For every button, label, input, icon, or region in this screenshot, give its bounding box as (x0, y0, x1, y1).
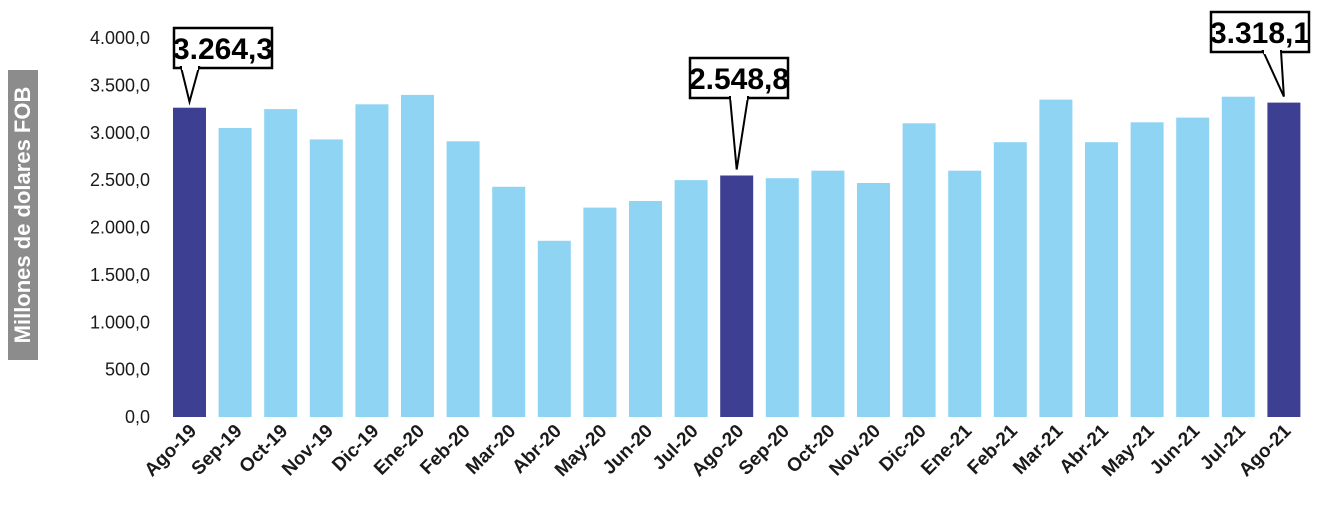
bar-ene-21 (948, 170, 982, 417)
y-tick-label: 0,0 (125, 407, 150, 427)
y-tick-label: 2.500,0 (90, 170, 150, 190)
callout-label: 3.264,3 (173, 33, 273, 66)
callout-pointer (1261, 50, 1285, 98)
x-tick-label: Jun-20 (599, 421, 657, 479)
x-tick-label: Ene-20 (370, 421, 429, 480)
bar-ago-20 (720, 175, 754, 417)
x-tick-label: Nov-20 (825, 421, 885, 481)
bar-feb-20 (446, 141, 480, 418)
bar-mar-21 (1039, 99, 1073, 417)
y-tick-label: 500,0 (105, 360, 150, 380)
bar-abr-21 (1085, 142, 1118, 417)
bar-oct-19 (264, 109, 298, 417)
x-tick-label: Ago-21 (1235, 420, 1296, 481)
x-tick-label: Feb-21 (964, 420, 1022, 478)
x-tick-label: Mar-20 (462, 421, 520, 479)
x-tick-label: May-21 (1098, 420, 1159, 481)
y-tick-label: 2.000,0 (90, 218, 150, 238)
bar-may-20 (583, 207, 617, 417)
x-tick-label: Mar-21 (1009, 420, 1067, 478)
bar-abr-20 (537, 240, 571, 417)
x-tick-label: Sep-20 (735, 421, 794, 480)
bar-sep-19 (218, 128, 252, 417)
y-tick-label: 4.000,0 (90, 28, 150, 48)
callout-pointer (728, 96, 750, 170)
bar-dic-19 (355, 104, 389, 418)
callout-ago-21: 3.318,1 (1209, 10, 1311, 98)
x-tick-label: Nov-19 (278, 421, 338, 481)
callout-seam (182, 65, 198, 70)
callout-ago-20: 2.548,8 (688, 56, 790, 170)
x-tick-label: Sep-19 (188, 421, 247, 480)
bar-ene-20 (401, 94, 434, 418)
callout-ago-19: 3.264,3 (172, 26, 274, 106)
bar-sep-20 (765, 178, 799, 417)
callout-box (688, 56, 790, 100)
bar-jul-21 (1221, 96, 1255, 417)
x-tick-label: Feb-20 (416, 421, 474, 479)
bar-jun-21 (1176, 117, 1210, 417)
x-tick-label: Ene-21 (917, 420, 976, 479)
callout-seam (1264, 49, 1280, 54)
callout-label: 3.318,1 (1210, 17, 1310, 50)
callout-seam (731, 95, 747, 100)
y-tick-label: 3.500,0 (90, 75, 150, 95)
callout-box (172, 26, 274, 70)
callout-label: 2.548,8 (689, 63, 789, 96)
x-tick-label: Ago-20 (688, 421, 748, 481)
bar-nov-19 (309, 139, 343, 417)
bar-nov-20 (857, 183, 890, 417)
bar-oct-20 (811, 170, 845, 417)
x-tick-label: Jun-21 (1146, 420, 1204, 478)
bar-may-21 (1130, 122, 1164, 418)
bar-feb-21 (993, 142, 1027, 417)
y-axis-label-background (8, 70, 38, 360)
bar-ago-19 (173, 107, 206, 417)
y-tick-label: 3.000,0 (90, 123, 150, 143)
x-tick-label: Ago-19 (141, 421, 201, 481)
callout-pointer (179, 66, 201, 106)
bar-mar-20 (492, 186, 526, 417)
bar-jul-20 (674, 180, 708, 417)
x-tick-label: May-20 (551, 421, 611, 481)
bar-jun-20 (629, 201, 662, 417)
callout-box (1209, 10, 1311, 54)
y-tick-label: 1.500,0 (90, 265, 150, 285)
y-tick-label: 1.000,0 (90, 312, 150, 332)
bar-ago-21 (1267, 102, 1301, 417)
bar-dic-20 (902, 123, 936, 418)
